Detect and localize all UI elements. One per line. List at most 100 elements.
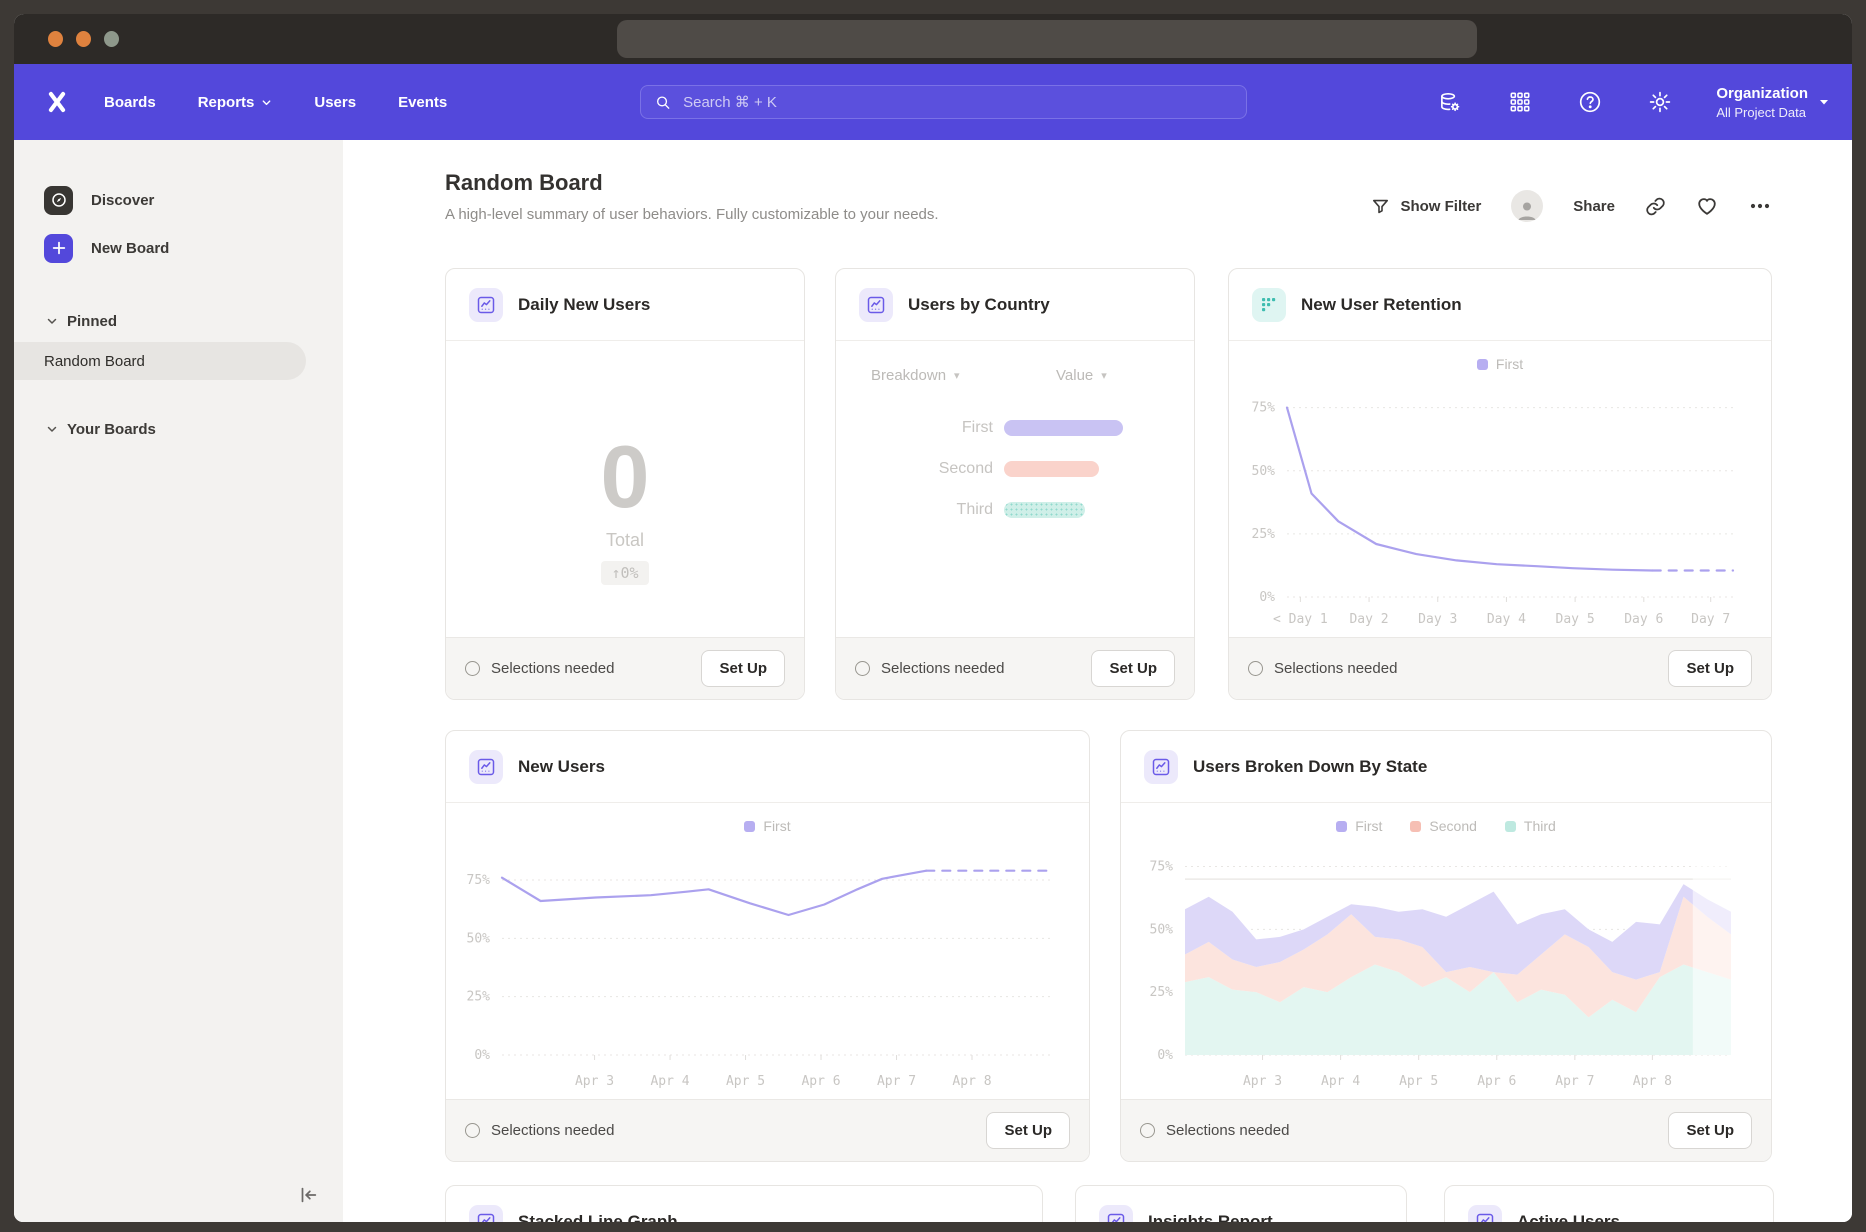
set-up-button[interactable]: Set Up <box>701 650 785 687</box>
svg-text:0%: 0% <box>1157 1048 1173 1063</box>
card-header: New Users <box>446 731 1089 803</box>
url-bar[interactable] <box>617 20 1477 58</box>
new-users-line-chart: 75% 50% 25% 0% Apr 3 Apr 4 Apr 5 Apr 6 Apr 7 Apr … <box>446 843 1089 1097</box>
card-title: Stacked Line Graph <box>518 1211 678 1223</box>
set-up-button[interactable]: Set Up <box>986 1112 1070 1149</box>
search-icon <box>657 95 670 109</box>
bar-row: First <box>836 419 1194 436</box>
minimize-window-button[interactable] <box>76 31 91 47</box>
zoom-window-button[interactable] <box>104 31 119 47</box>
show-filter-label: Show Filter <box>1400 197 1482 215</box>
copy-link-icon[interactable] <box>1645 196 1666 217</box>
card-title: Insights Report <box>1148 1211 1273 1223</box>
sidebar-item-label: Discover <box>91 191 155 209</box>
svg-text:Day 2: Day 2 <box>1349 612 1388 627</box>
svg-text:Apr 3: Apr 3 <box>1243 1074 1282 1089</box>
svg-text:75%: 75% <box>1252 401 1276 416</box>
set-up-button[interactable]: Set Up <box>1668 650 1752 687</box>
status-text: Selections needed <box>1274 660 1398 677</box>
favorite-heart-icon[interactable] <box>1696 195 1718 217</box>
nav-item-events[interactable]: Events <box>398 94 447 111</box>
share-button[interactable]: Share <box>1573 198 1615 215</box>
global-search[interactable] <box>640 85 1247 119</box>
breakdown-dropdown[interactable]: Breakdown ▾ <box>871 367 960 384</box>
card-footer: Selections needed Set Up <box>1121 1099 1771 1161</box>
svg-text:25%: 25% <box>1252 527 1276 542</box>
sidebar-section-your-boards[interactable]: Your Boards <box>14 412 343 446</box>
sidebar-item-new-board[interactable]: New Board <box>14 224 343 272</box>
line-chart-icon <box>469 1204 503 1222</box>
sidebar-item-random-board[interactable]: Random Board <box>14 342 306 380</box>
sidebar-section-pinned[interactable]: Pinned <box>14 304 343 338</box>
nav-item-reports[interactable]: Reports <box>198 94 273 111</box>
legend-swatch-first <box>1476 358 1488 370</box>
empty-circle-icon <box>855 661 870 676</box>
bar-row-label: First <box>961 419 993 436</box>
breakdown-label: Breakdown <box>871 367 947 384</box>
settings-gear-icon[interactable] <box>1648 90 1672 114</box>
card-title: Active Users <box>1517 1211 1621 1223</box>
svg-text:Apr 7: Apr 7 <box>1555 1074 1594 1089</box>
country-bar-rows: First Second Third <box>836 419 1194 543</box>
svg-text:Apr 8: Apr 8 <box>952 1074 991 1089</box>
more-options-icon[interactable] <box>1748 194 1772 218</box>
legend-item: Second <box>1410 818 1477 834</box>
nav-item-users[interactable]: Users <box>314 94 356 111</box>
bar-row: Third <box>836 501 1194 518</box>
sidebar-item-discover[interactable]: Discover <box>14 176 343 224</box>
svg-text:0%: 0% <box>474 1048 490 1063</box>
org-project: All Project Data <box>1716 104 1806 120</box>
card-header: Daily New Users <box>446 269 804 341</box>
empty-circle-icon <box>1248 661 1263 676</box>
set-up-button[interactable]: Set Up <box>1668 1112 1752 1149</box>
chevron-down-icon <box>1820 100 1828 105</box>
value-dropdown[interactable]: Value ▾ <box>1056 367 1107 384</box>
sidebar-item-label: New Board <box>91 239 170 257</box>
legend-label: First <box>1495 356 1524 372</box>
traffic-lights <box>48 31 119 47</box>
svg-text:Apr 6: Apr 6 <box>1477 1074 1516 1089</box>
nav-item-label: Reports <box>197 93 255 111</box>
status-text: Selections needed <box>491 1122 615 1139</box>
nav-item-boards[interactable]: Boards <box>104 94 156 111</box>
plus-icon <box>44 233 73 263</box>
compass-icon <box>44 185 73 215</box>
search-input[interactable] <box>681 92 1232 112</box>
metric-delta-badge: ↑0% <box>601 561 649 585</box>
retention-grid-icon <box>1252 287 1286 322</box>
nav-menu: Boards Reports Users Events <box>104 94 447 111</box>
apps-grid-icon[interactable] <box>1508 90 1532 114</box>
window-titlebar <box>14 14 1852 64</box>
legend-swatch-second <box>1410 820 1422 832</box>
card-new-user-retention: New User Retention First 75% 50% 25% 0% < Da… <box>1228 268 1772 700</box>
svg-text:Apr 4: Apr 4 <box>650 1074 689 1089</box>
card-daily-new-users: Daily New Users 0 Total ↑0% Selections n… <box>445 268 805 700</box>
data-management-icon[interactable] <box>1438 90 1462 114</box>
chevron-down-icon <box>47 426 57 432</box>
card-users-by-country: Users by Country Breakdown ▾ Value ▾ <box>835 268 1195 700</box>
collapse-sidebar-icon[interactable] <box>295 1182 321 1208</box>
line-chart-icon <box>469 287 503 322</box>
board-actions: Show Filter Share <box>1371 190 1772 222</box>
mixpanel-logo-icon[interactable] <box>40 85 74 119</box>
show-filter-button[interactable]: Show Filter <box>1371 197 1481 216</box>
help-icon[interactable] <box>1578 90 1602 114</box>
close-window-button[interactable] <box>48 31 63 47</box>
svg-text:25%: 25% <box>467 990 491 1005</box>
line-chart-icon <box>1144 749 1178 784</box>
retention-line-chart: 75% 50% 25% 0% < Day 1 Day 2 Day 3 Day 4 Day 5 Da… <box>1229 381 1771 635</box>
org-switcher[interactable]: Organization All Project Data <box>1716 64 1830 140</box>
person-icon <box>1518 202 1536 220</box>
avatar[interactable] <box>1511 190 1544 222</box>
card-users-by-state: Users Broken Down By State First Second <box>1120 730 1772 1162</box>
legend-item: First <box>744 818 791 834</box>
card-body: First 75% 50% 25% 0% < Day 1 Day 2 Day 3 Day 4 D… <box>1229 341 1771 637</box>
sidebar-section-label: Pinned <box>67 312 118 330</box>
card-title: New Users <box>518 756 605 776</box>
bar-row: Second <box>836 460 1194 477</box>
stacked-area-chart: 75% 50% 25% 0% Apr 3 Apr 4 Apr 5 Apr 6 Apr 7 Apr … <box>1121 843 1771 1097</box>
set-up-button[interactable]: Set Up <box>1091 650 1175 687</box>
svg-text:Day 4: Day 4 <box>1487 612 1526 627</box>
status-text: Selections needed <box>881 660 1005 677</box>
bar-first <box>1004 420 1123 436</box>
